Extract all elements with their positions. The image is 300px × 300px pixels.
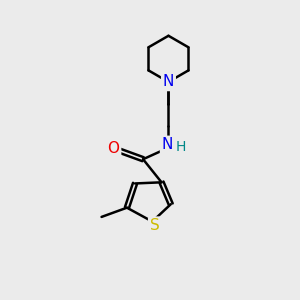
Text: S: S — [150, 218, 160, 233]
Text: N: N — [162, 137, 173, 152]
Text: N: N — [163, 74, 174, 89]
Text: O: O — [107, 141, 119, 156]
Text: H: H — [175, 140, 186, 154]
